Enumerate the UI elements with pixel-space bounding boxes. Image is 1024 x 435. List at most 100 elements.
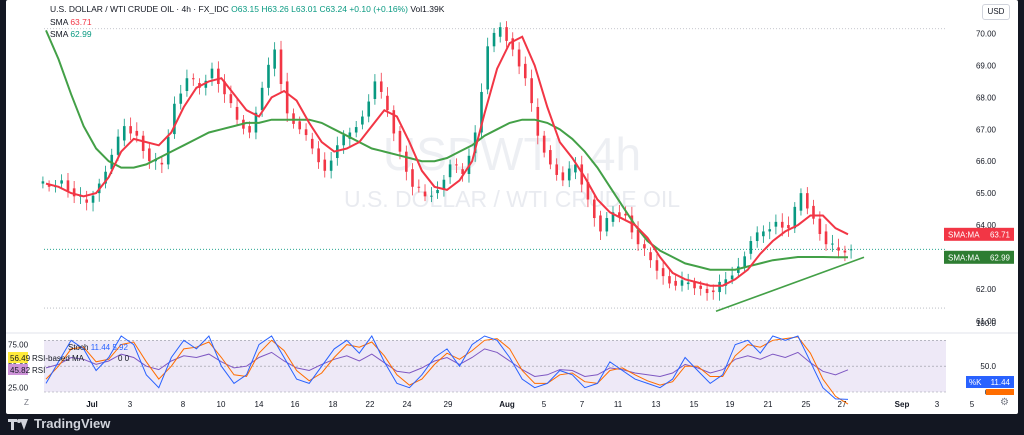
- candle-body: [329, 160, 333, 171]
- candle-body: [793, 206, 797, 229]
- currency-button[interactable]: USD: [982, 4, 1010, 20]
- sma-fast-value: 63.71: [70, 17, 92, 27]
- candle-body: [549, 150, 552, 165]
- footer-bar: TradingView: [0, 414, 1024, 435]
- candle-body: [285, 81, 289, 114]
- x-tick-label: 13: [652, 400, 661, 409]
- symbol-name[interactable]: U.S. DOLLAR / WTI CRUDE OIL: [50, 4, 174, 14]
- candle-body: [611, 212, 615, 222]
- candle-body: [843, 250, 847, 253]
- stoch-values: 11.44 5.92: [90, 343, 128, 352]
- candle-body: [818, 218, 822, 234]
- candle-body: [655, 260, 659, 271]
- candle-body: [636, 229, 640, 245]
- candle-body: [693, 282, 696, 289]
- candle-body: [72, 188, 76, 197]
- candle-body: [430, 195, 433, 197]
- open-value: O63.15: [231, 4, 259, 14]
- x-tick-label: 5: [970, 400, 975, 409]
- osc-left-tick: 75.00: [8, 341, 29, 350]
- x-tick-label: 24: [403, 400, 412, 409]
- candle-body: [392, 110, 396, 134]
- sma-fast-line[interactable]: [45, 35, 849, 287]
- x-tick-label: 15: [690, 400, 699, 409]
- candle-body: [668, 276, 671, 284]
- candle-body: [436, 189, 439, 194]
- x-tick-label: 7: [580, 400, 585, 409]
- candle-body: [724, 279, 728, 286]
- stoch-d-line[interactable]: [45, 336, 849, 405]
- candle-body: [743, 256, 746, 267]
- candle-body: [680, 280, 684, 286]
- candle-body: [217, 68, 220, 84]
- chart-area[interactable]: USDWTI, 4h U.S. DOLLAR / WTI CRUDE OIL 7…: [6, 0, 1018, 414]
- timezone-button[interactable]: Z: [24, 398, 29, 407]
- sma-fast-tag-value: 63.71: [990, 230, 1011, 239]
- x-tick-label: Sep: [895, 400, 910, 409]
- candle-body: [104, 171, 107, 184]
- sma-fast-label: SMA: [50, 17, 68, 27]
- candle-body: [812, 205, 815, 219]
- candle-body: [292, 113, 295, 124]
- tradingview-logo[interactable]: TradingView: [8, 416, 110, 431]
- candle-body: [592, 199, 596, 219]
- y-tick-label: 70.00: [976, 30, 997, 39]
- trendline[interactable]: [715, 256, 865, 312]
- x-tick-label: 8: [181, 400, 186, 409]
- x-tick-label: 27: [838, 400, 847, 409]
- candle-body: [605, 218, 609, 232]
- candle-body: [116, 136, 120, 155]
- candle-body: [423, 191, 427, 197]
- candle-body: [455, 164, 458, 166]
- candle-body: [235, 106, 239, 120]
- candle-body: [523, 63, 527, 79]
- timeframe-label[interactable]: 4h: [181, 4, 191, 14]
- candle-body: [379, 81, 383, 92]
- sma-slow-line[interactable]: [45, 30, 848, 271]
- price-chart[interactable]: USDWTI, 4h U.S. DOLLAR / WTI CRUDE OIL 7…: [6, 0, 1018, 414]
- stoch-k-line[interactable]: [45, 335, 849, 400]
- change-value: +0.10 (+0.16%): [349, 4, 408, 14]
- x-tick-label: 29: [444, 400, 453, 409]
- candle-body: [461, 169, 464, 174]
- candle-body: [699, 285, 703, 289]
- candle-body: [505, 27, 508, 41]
- stoch-legend[interactable]: Stoch 11.44 5.92: [68, 343, 128, 352]
- candle-body: [567, 168, 571, 181]
- x-tick-label: Jul: [86, 400, 98, 409]
- sma-fast-tag-bg: [944, 227, 1014, 241]
- candle-body: [442, 179, 446, 190]
- candle-body: [204, 80, 208, 88]
- candle-body: [260, 87, 264, 111]
- candle-body: [530, 78, 533, 104]
- rsi-ma-box: [8, 352, 28, 363]
- candle-body: [405, 151, 408, 172]
- candle-body: [348, 132, 352, 139]
- sma-fast-legend[interactable]: SMA 63.71: [50, 17, 92, 27]
- sma-slow-legend[interactable]: SMA 62.99: [50, 29, 92, 39]
- candle-body: [160, 162, 164, 165]
- gear-icon[interactable]: ⚙: [1000, 397, 1009, 408]
- stoch-band: [44, 340, 946, 392]
- high-value: H63.26: [261, 4, 289, 14]
- candle-body: [41, 181, 45, 184]
- sma-slow-label: SMA: [50, 29, 68, 39]
- candle-body: [417, 186, 421, 188]
- k-tag-label: %K: [969, 378, 982, 387]
- sma-slow-tag-bg: [944, 250, 1014, 264]
- x-tick-label: 14: [255, 400, 264, 409]
- candle-body: [267, 64, 270, 88]
- x-tick-label: 3: [935, 400, 940, 409]
- rsi-line[interactable]: [45, 348, 849, 378]
- candle-body: [411, 169, 414, 187]
- candle-body: [511, 38, 515, 50]
- candle-body: [517, 49, 521, 67]
- x-tick-label: 16: [291, 400, 300, 409]
- candle-body: [599, 215, 602, 232]
- candle-body: [561, 172, 565, 181]
- exchange-label: FX_IDC: [198, 4, 229, 14]
- candle-body: [799, 193, 803, 211]
- candle-body: [179, 93, 183, 104]
- candle-body: [141, 135, 145, 152]
- candle-body: [448, 164, 452, 178]
